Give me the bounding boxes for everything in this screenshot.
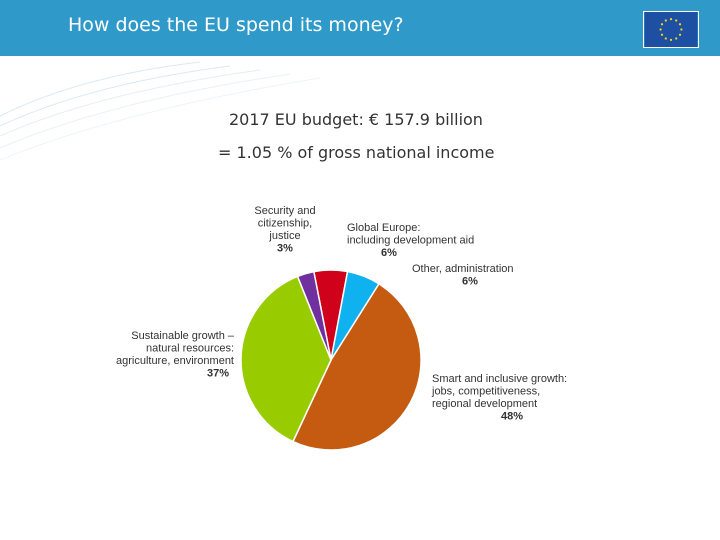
flag-star-icon — [659, 28, 662, 31]
flag-star-icon — [664, 37, 667, 40]
flag-star-icon — [675, 37, 678, 40]
slice-label: agriculture, environment — [116, 355, 234, 367]
decorative-lines — [0, 61, 321, 161]
slice-label: Security and — [254, 205, 315, 217]
slice-label: citizenship, — [258, 218, 312, 230]
slice-label: regional development — [432, 398, 537, 410]
flag-star-icon — [669, 38, 673, 42]
slice-label: Global Europe: — [347, 222, 420, 234]
slice-label: Sustainable growth – — [131, 330, 235, 342]
flag-star-icon — [660, 33, 664, 36]
budget-total: 2017 EU budget: € 157.9 billion — [229, 110, 483, 129]
flag-star-icon — [678, 23, 682, 26]
pie-slice — [296, 270, 332, 361]
flag-star-icon — [660, 23, 664, 26]
flag-star-icon — [664, 19, 667, 22]
slice-label: Smart and inclusive growth: — [432, 373, 567, 385]
slice-percent-label: 6% — [381, 247, 397, 259]
eu-flag-icon — [643, 11, 699, 48]
slice-label: jobs, competitiveness, — [431, 386, 540, 398]
slice-label: Other, administration — [412, 263, 514, 275]
budget-gni-share: = 1.05 % of gross national income — [218, 143, 495, 162]
slice-percent-label: 3% — [277, 243, 293, 255]
slice-label: including development aid — [347, 235, 474, 247]
pie-slice — [240, 275, 332, 443]
flag-star-icon — [675, 19, 678, 22]
flag-star-icon — [680, 28, 683, 31]
slice-percent-label: 6% — [462, 276, 478, 288]
pie-slice — [291, 282, 422, 451]
flag-star-icon — [678, 33, 682, 36]
title-bar — [0, 0, 720, 56]
slice-label: natural resources: — [146, 343, 234, 355]
slice-percent-label: 37% — [207, 368, 229, 380]
slice-label: justice — [268, 230, 300, 242]
flag-star-icon — [669, 17, 673, 21]
slice-percent-label: 48% — [501, 411, 523, 423]
slide-title: How does the EU spend its money? — [68, 14, 404, 36]
